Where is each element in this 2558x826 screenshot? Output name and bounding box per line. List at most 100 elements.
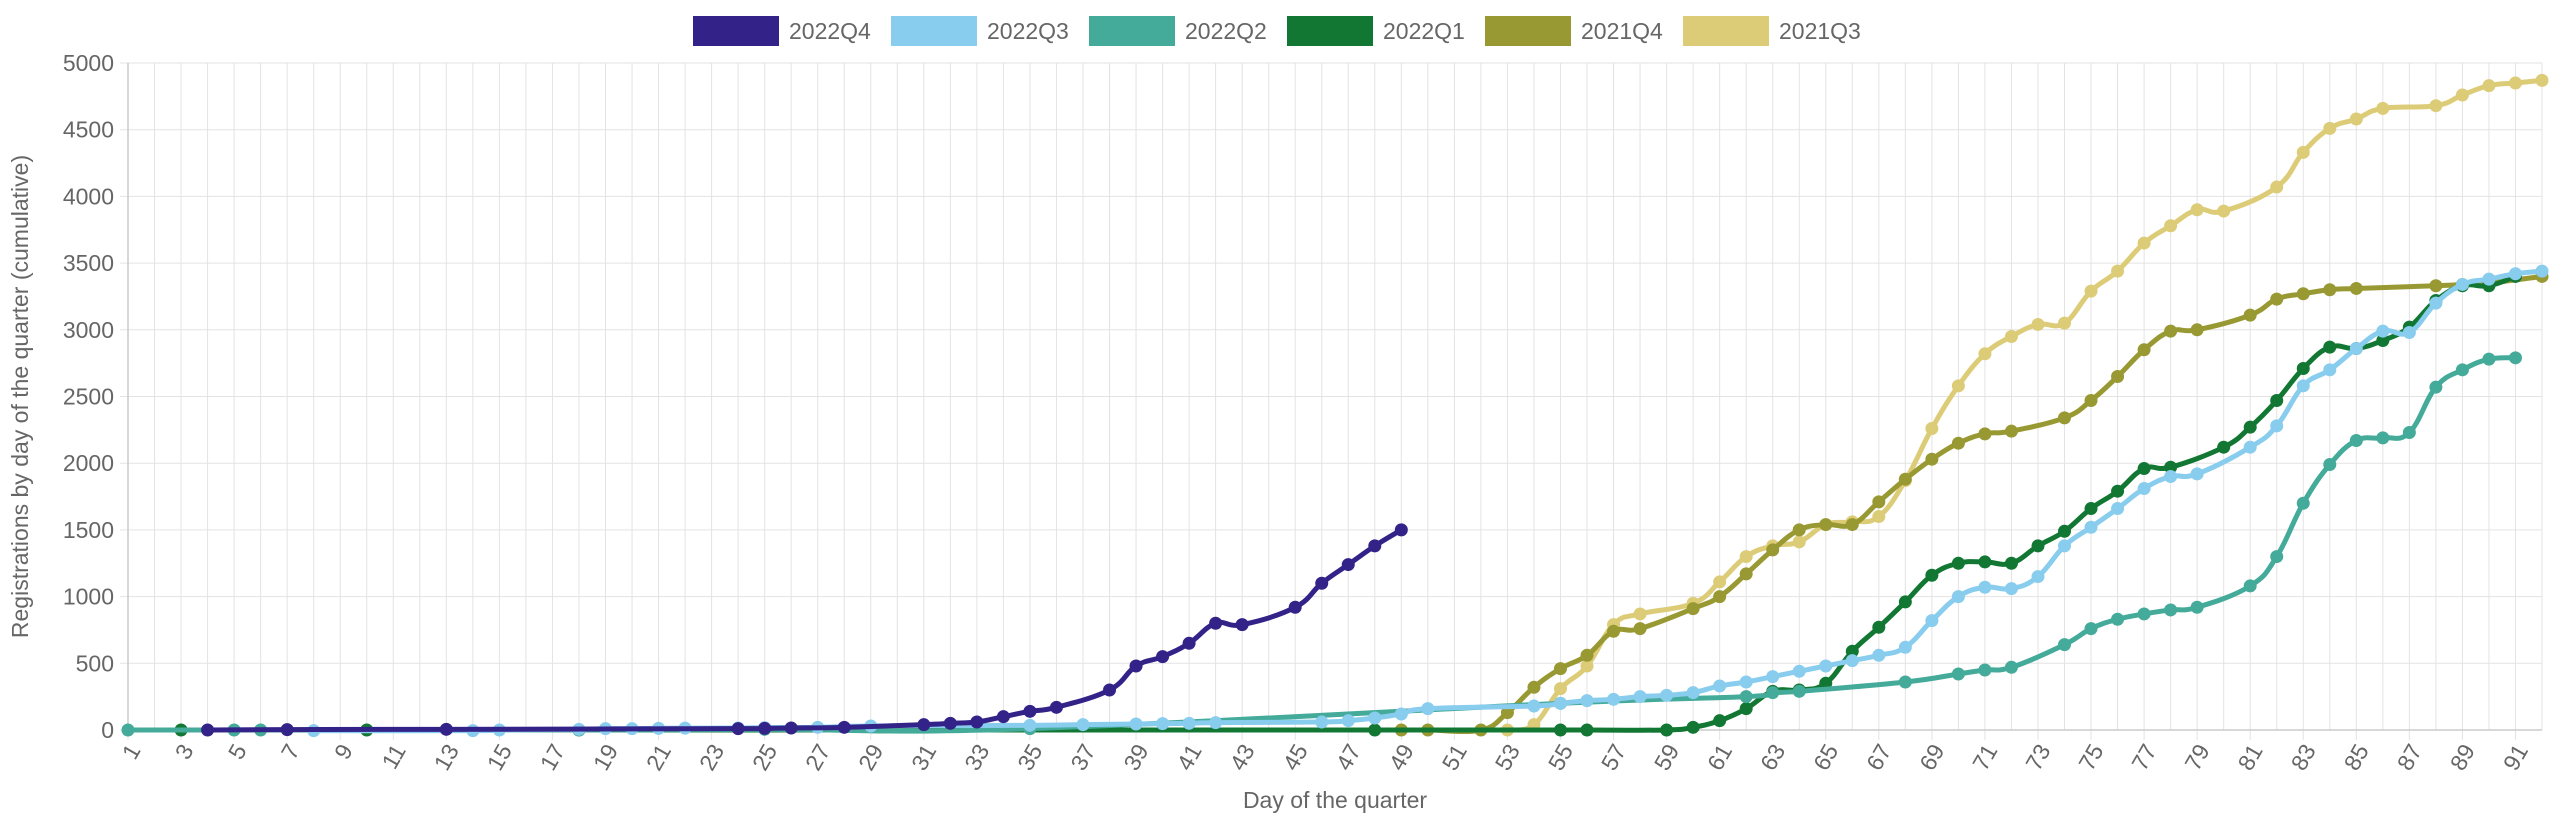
series-2022Q4 bbox=[201, 523, 1408, 737]
data-point bbox=[2137, 462, 2151, 476]
x-tick-label: 31 bbox=[906, 740, 941, 775]
data-point bbox=[1633, 690, 1647, 704]
data-point bbox=[1156, 650, 1170, 664]
y-tick-label: 0 bbox=[101, 717, 114, 743]
data-point bbox=[2429, 99, 2443, 113]
data-point bbox=[2402, 426, 2416, 440]
data-point bbox=[2058, 411, 2072, 425]
data-point bbox=[2270, 292, 2284, 306]
legend: 2022Q4 2022Q3 2022Q2 2022Q1 2021Q4 2021Q3 bbox=[693, 16, 1861, 46]
x-tick-label: 25 bbox=[747, 740, 782, 775]
series-line bbox=[1504, 77, 2545, 733]
data-point bbox=[1898, 675, 1912, 689]
data-point bbox=[1580, 694, 1594, 708]
data-point bbox=[2111, 502, 2125, 516]
data-point bbox=[1898, 472, 1912, 486]
x-tick-label: 13 bbox=[429, 740, 464, 775]
x-axis-title: Day of the quarter bbox=[1243, 787, 1427, 813]
data-point bbox=[2270, 180, 2284, 194]
data-point bbox=[2455, 88, 2469, 102]
legend-label: 2021Q3 bbox=[1779, 18, 1861, 44]
data-point bbox=[2137, 343, 2151, 357]
legend-item-2022Q1[interactable]: 2022Q1 bbox=[1287, 16, 1465, 46]
data-point bbox=[1341, 714, 1355, 728]
data-point bbox=[2190, 467, 2204, 481]
data-point bbox=[1978, 663, 1992, 677]
series-line bbox=[205, 527, 1404, 733]
y-axis-ticks: 0 500 1000 1500 2000 2500 3000 3500 4000 4500 5000 bbox=[63, 50, 114, 743]
x-tick-label: 9 bbox=[329, 740, 358, 764]
data-point bbox=[2296, 361, 2310, 375]
data-point bbox=[2031, 539, 2045, 553]
x-tick-label: 57 bbox=[1596, 740, 1631, 775]
data-point bbox=[2270, 550, 2284, 564]
data-point bbox=[2535, 73, 2549, 87]
data-point bbox=[1394, 523, 1408, 537]
data-point bbox=[2111, 484, 2125, 498]
data-point bbox=[1315, 576, 1329, 590]
x-tick-label: 83 bbox=[2286, 740, 2321, 775]
data-point bbox=[1553, 682, 1567, 696]
y-tick-label: 2000 bbox=[63, 450, 114, 476]
legend-label: 2022Q3 bbox=[987, 18, 1069, 44]
x-tick-label: 69 bbox=[1914, 740, 1949, 775]
data-point bbox=[1792, 535, 1806, 549]
data-point bbox=[758, 721, 772, 735]
data-point bbox=[121, 723, 135, 737]
data-point bbox=[2455, 363, 2469, 377]
legend-item-2021Q3[interactable]: 2021Q3 bbox=[1683, 16, 1861, 46]
data-point bbox=[1713, 590, 1727, 604]
data-point bbox=[2402, 325, 2416, 339]
data-point bbox=[2190, 323, 2204, 337]
data-point bbox=[1978, 427, 1992, 441]
series-2021Q4 bbox=[1394, 269, 2549, 737]
data-point bbox=[1686, 602, 1700, 616]
data-point bbox=[1713, 679, 1727, 693]
x-tick-label: 55 bbox=[1543, 740, 1578, 775]
data-point bbox=[2323, 363, 2337, 377]
x-tick-label: 85 bbox=[2339, 740, 2374, 775]
legend-item-2022Q3[interactable]: 2022Q3 bbox=[891, 16, 1069, 46]
x-tick-label: 37 bbox=[1065, 740, 1100, 775]
legend-swatch bbox=[693, 16, 779, 46]
data-point bbox=[1553, 696, 1567, 710]
data-point bbox=[2482, 272, 2496, 286]
x-tick-label: 45 bbox=[1277, 740, 1312, 775]
data-point bbox=[917, 718, 931, 732]
data-point bbox=[2058, 539, 2072, 553]
data-point bbox=[1739, 567, 1753, 581]
data-point bbox=[2482, 79, 2496, 93]
x-tick-label: 71 bbox=[1967, 740, 2002, 775]
data-point bbox=[2190, 600, 2204, 614]
data-point bbox=[1580, 659, 1594, 673]
legend-item-2022Q2[interactable]: 2022Q2 bbox=[1089, 16, 1267, 46]
x-tick-label: 61 bbox=[1702, 740, 1737, 775]
data-point bbox=[1553, 662, 1567, 676]
data-point bbox=[2296, 379, 2310, 393]
x-tick-label: 81 bbox=[2232, 740, 2267, 775]
data-point bbox=[2190, 203, 2204, 217]
x-tick-label: 11 bbox=[376, 740, 410, 774]
data-point bbox=[2217, 204, 2231, 218]
data-point bbox=[1103, 683, 1117, 697]
x-tick-label: 67 bbox=[1861, 740, 1896, 775]
data-point bbox=[1209, 616, 1223, 630]
data-point bbox=[1978, 580, 1992, 594]
data-point bbox=[2270, 394, 2284, 408]
data-point bbox=[1819, 518, 1833, 532]
data-point bbox=[1925, 422, 1939, 436]
data-point bbox=[1580, 648, 1594, 662]
data-point bbox=[1527, 680, 1541, 694]
data-point bbox=[2323, 283, 2337, 297]
data-point bbox=[1766, 543, 1780, 557]
data-point bbox=[1633, 622, 1647, 636]
data-point bbox=[2323, 458, 2337, 472]
x-tick-label: 51 bbox=[1437, 740, 1472, 775]
legend-swatch bbox=[1089, 16, 1175, 46]
x-tick-label: 63 bbox=[1755, 740, 1790, 775]
y-tick-label: 1000 bbox=[63, 584, 114, 610]
legend-item-2022Q4[interactable]: 2022Q4 bbox=[693, 16, 871, 46]
data-point bbox=[2217, 440, 2231, 454]
legend-item-2021Q4[interactable]: 2021Q4 bbox=[1485, 16, 1663, 46]
data-point bbox=[2058, 638, 2072, 652]
